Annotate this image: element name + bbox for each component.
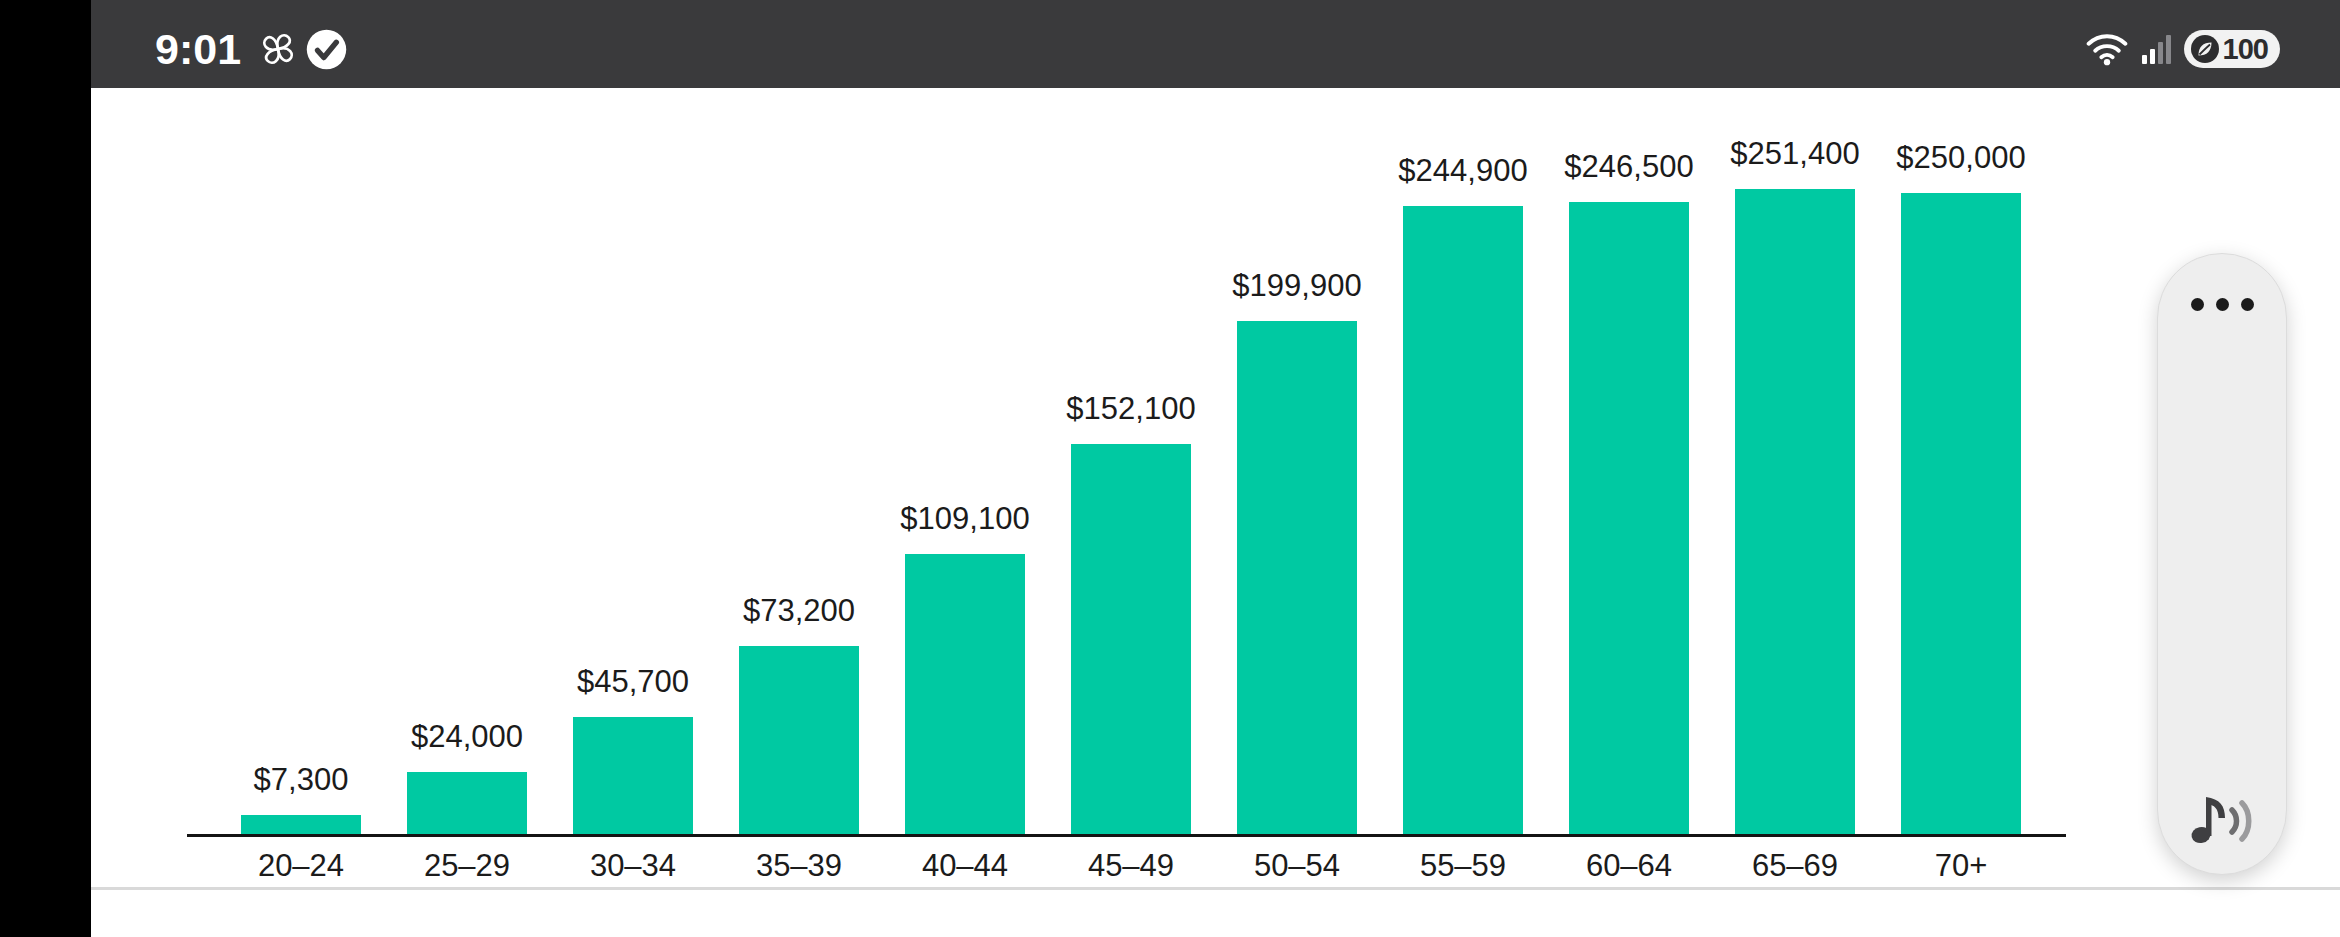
more-options-icon[interactable] xyxy=(2158,298,2286,311)
axis-category-label: 20–24 xyxy=(258,850,344,881)
axis-category-label: 25–29 xyxy=(424,850,510,881)
battery-saver-leaf-icon xyxy=(2190,34,2220,64)
bar xyxy=(1569,202,1689,834)
axis-category-label: 45–49 xyxy=(1088,850,1174,881)
bar-value-label: $244,900 xyxy=(1398,155,1527,186)
axis-category-label: 40–44 xyxy=(922,850,1008,881)
bar xyxy=(1071,444,1191,834)
axis-category-label: 30–34 xyxy=(590,850,676,881)
dot xyxy=(2241,298,2254,311)
bar xyxy=(1237,321,1357,834)
floating-media-control[interactable] xyxy=(2157,253,2287,875)
bar-value-label: $45,700 xyxy=(577,666,689,697)
axis-category-label: 65–69 xyxy=(1752,850,1838,881)
wifi-icon xyxy=(2086,32,2128,66)
bar xyxy=(1901,193,2021,834)
dot xyxy=(2216,298,2229,311)
status-bar-right: 100 xyxy=(2086,30,2280,68)
bar xyxy=(905,554,1025,834)
x-axis-line xyxy=(187,834,2066,837)
bar xyxy=(739,646,859,834)
clock: 9:01 xyxy=(155,28,241,71)
bar-value-label: $24,000 xyxy=(411,721,523,752)
bar xyxy=(407,772,527,834)
axis-category-label: 50–54 xyxy=(1254,850,1340,881)
bottom-divider xyxy=(91,887,2340,890)
bar-value-label: $199,900 xyxy=(1232,270,1361,301)
bar xyxy=(573,717,693,834)
axis-category-label: 55–59 xyxy=(1420,850,1506,881)
bar-value-label: $7,300 xyxy=(254,764,349,795)
status-bar-left: 9:01 xyxy=(155,28,348,71)
axis-category-label: 60–64 xyxy=(1586,850,1672,881)
checkmark-notification-icon xyxy=(305,28,348,71)
pinwheel-notification-icon xyxy=(259,30,297,68)
bar xyxy=(1735,189,1855,834)
bar-value-label: $73,200 xyxy=(743,595,855,626)
media-sound-icon[interactable] xyxy=(2187,784,2257,848)
axis-category-label: 35–39 xyxy=(756,850,842,881)
camera-cutout-strip xyxy=(0,0,91,937)
bar-value-label: $250,000 xyxy=(1896,142,2025,173)
bar-chart: $7,30020–24$24,00025–29$45,70030–34$73,2… xyxy=(187,88,2066,837)
axis-category-label: 70+ xyxy=(1935,850,1988,881)
battery-percent-label: 100 xyxy=(2223,35,2268,64)
phone-screen: 9:01 xyxy=(0,0,2340,937)
battery-indicator: 100 xyxy=(2184,30,2280,68)
status-bar: 9:01 xyxy=(91,0,2340,88)
bar-value-label: $246,500 xyxy=(1564,151,1693,182)
cellular-signal-icon xyxy=(2142,34,2172,64)
bar-value-label: $152,100 xyxy=(1066,393,1195,424)
bar-value-label: $109,100 xyxy=(900,503,1029,534)
dot xyxy=(2191,298,2204,311)
bar xyxy=(1403,206,1523,834)
bar xyxy=(241,815,361,834)
bar-value-label: $251,400 xyxy=(1730,138,1859,169)
